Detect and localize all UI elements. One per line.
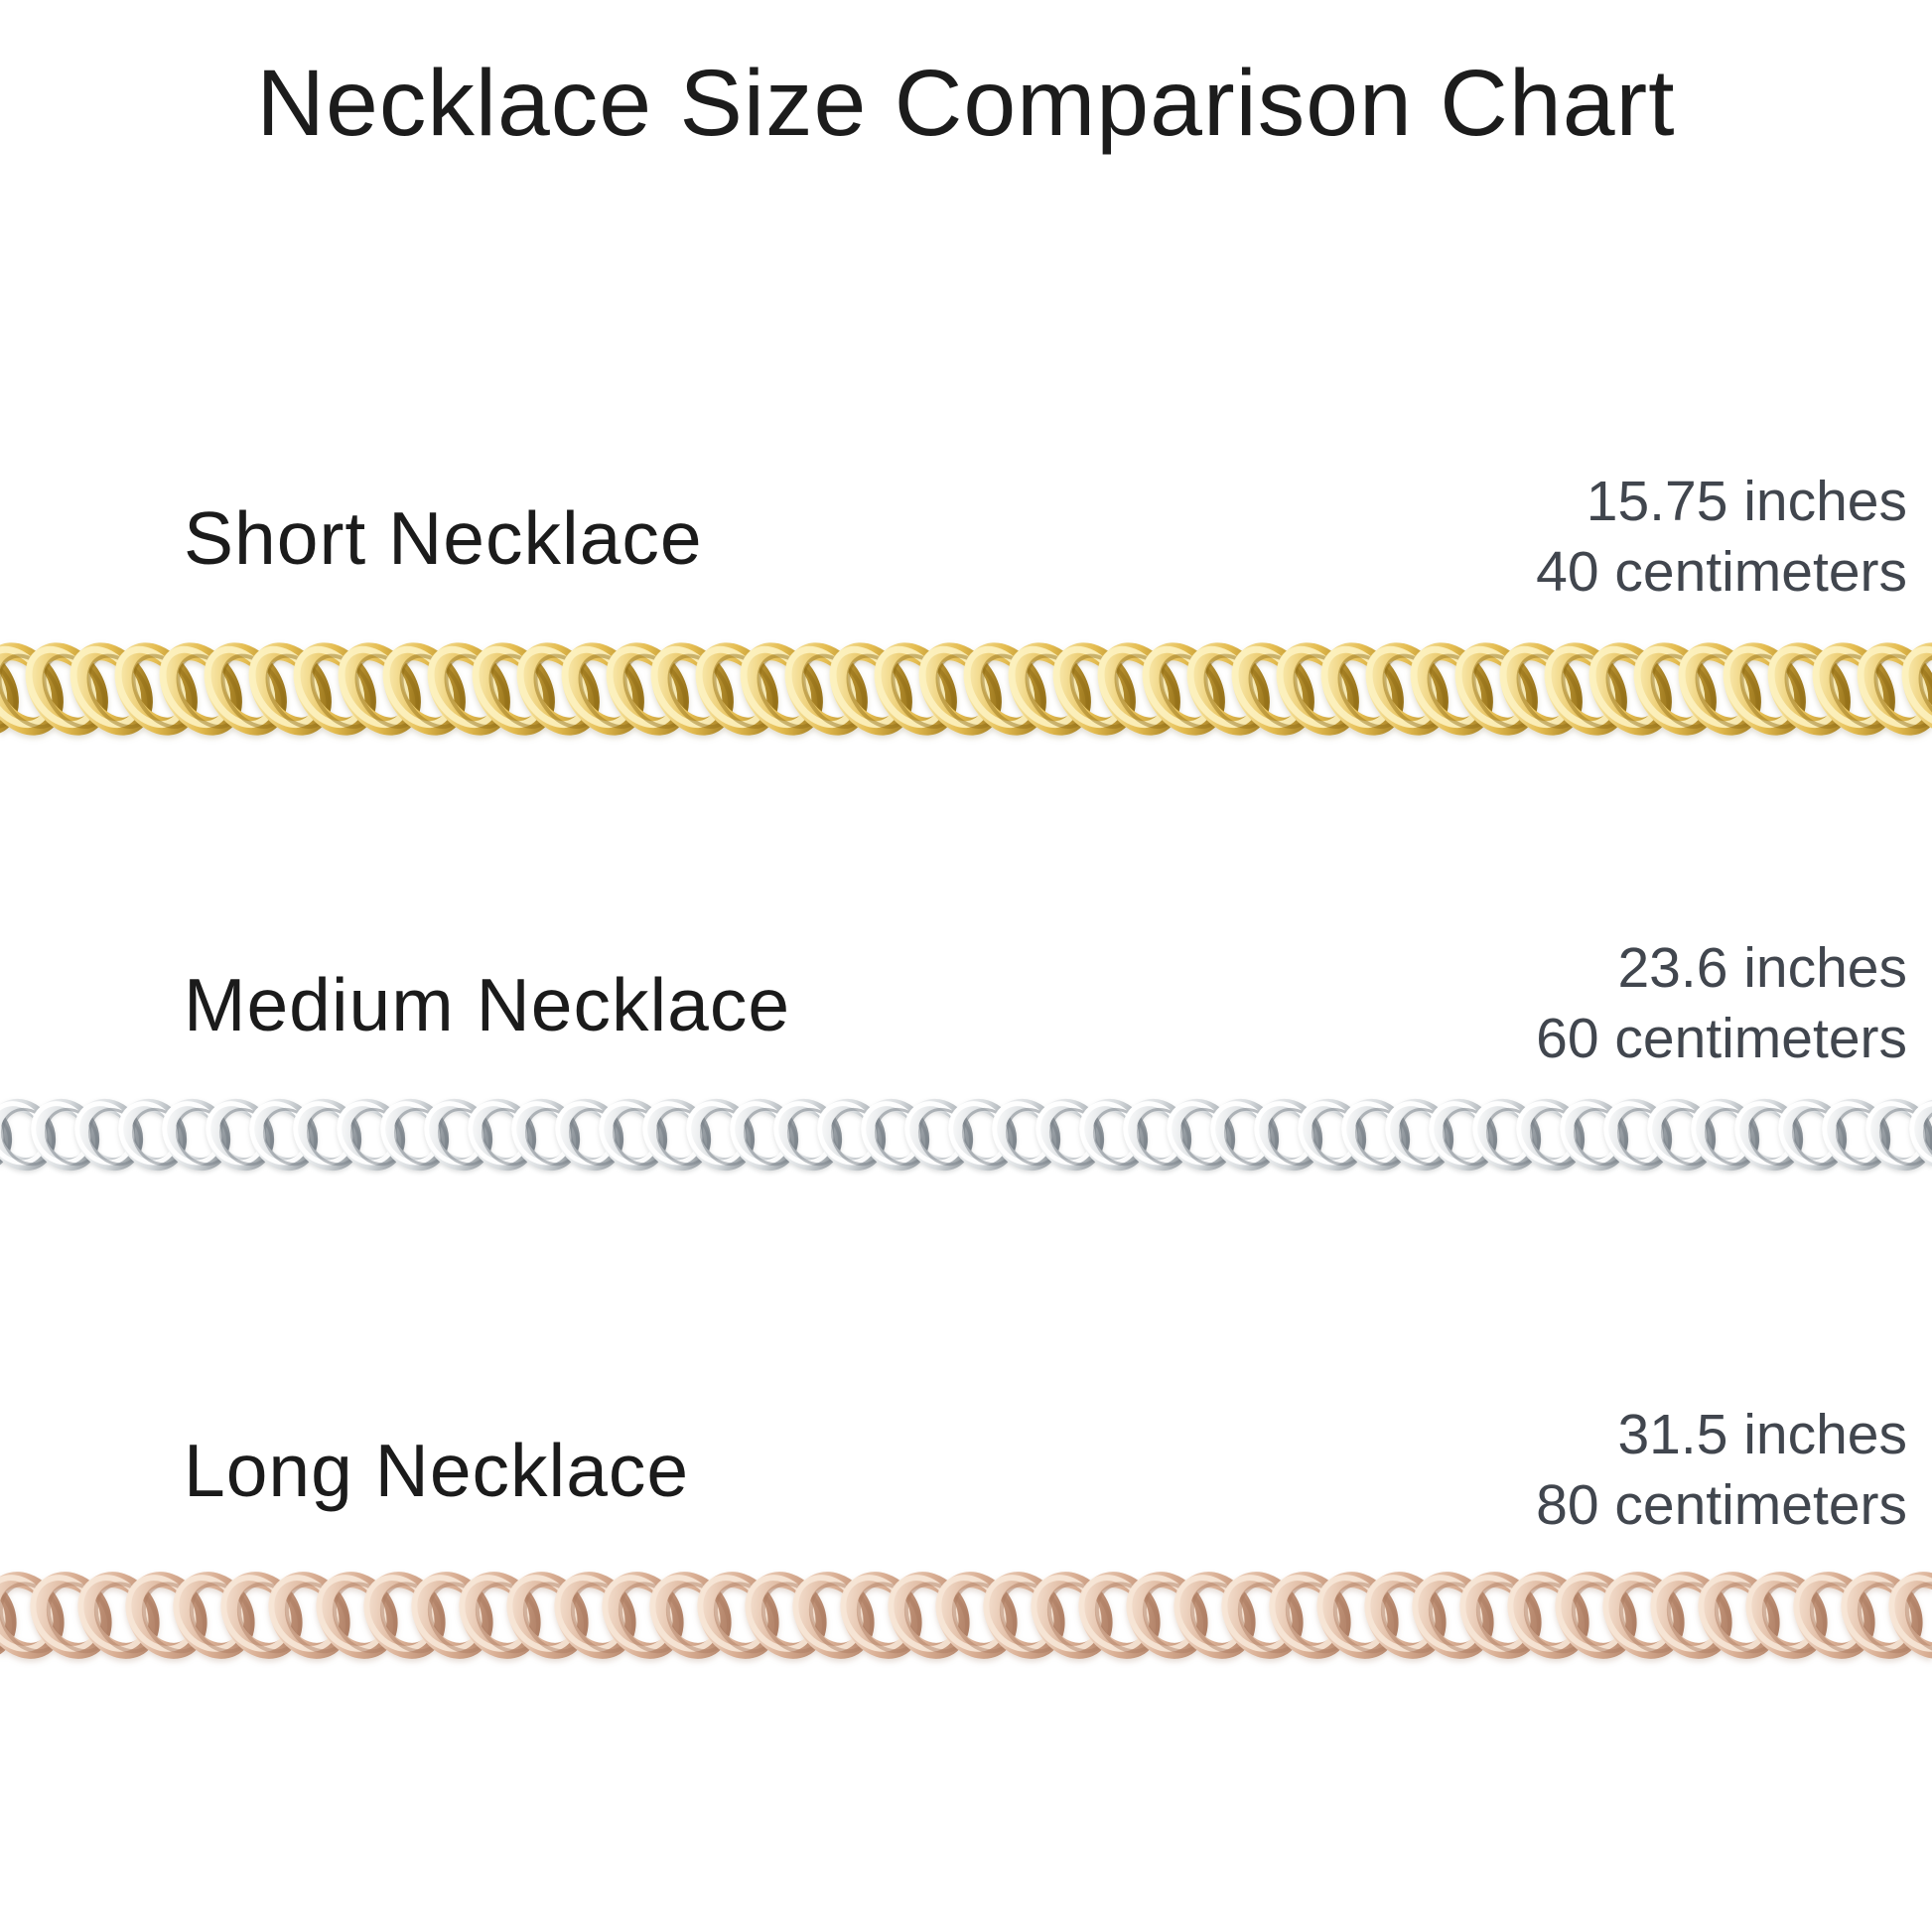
long-necklace-centimeters: 80 centimeters — [1536, 1473, 1907, 1537]
short-necklace-inches: 15.75 inches — [1586, 470, 1907, 533]
short-necklace-label: Short Necklace — [184, 496, 703, 580]
gold-chain-image — [0, 631, 1932, 747]
rose-gold-chain-texture — [0, 1563, 1932, 1668]
gold-chain-texture — [0, 631, 1932, 747]
medium-necklace-inches: 23.6 inches — [1617, 936, 1907, 1000]
short-necklace-centimeters: 40 centimeters — [1536, 540, 1907, 604]
rose-gold-chain-image — [0, 1563, 1932, 1668]
page-title: Necklace Size Comparison Chart — [256, 51, 1676, 156]
long-necklace-label: Long Necklace — [184, 1429, 690, 1512]
medium-necklace-label: Medium Necklace — [184, 963, 791, 1046]
medium-necklace-measurements: 23.6 inches 60 centimeters — [1536, 933, 1907, 1074]
short-necklace-measurements: 15.75 inches 40 centimeters — [1536, 467, 1907, 608]
long-necklace-measurements: 31.5 inches 80 centimeters — [1536, 1400, 1907, 1541]
silver-chain-image — [0, 1092, 1932, 1175]
long-necklace-inches: 31.5 inches — [1617, 1403, 1907, 1466]
silver-chain-texture — [0, 1092, 1932, 1175]
medium-necklace-centimeters: 60 centimeters — [1536, 1007, 1907, 1070]
